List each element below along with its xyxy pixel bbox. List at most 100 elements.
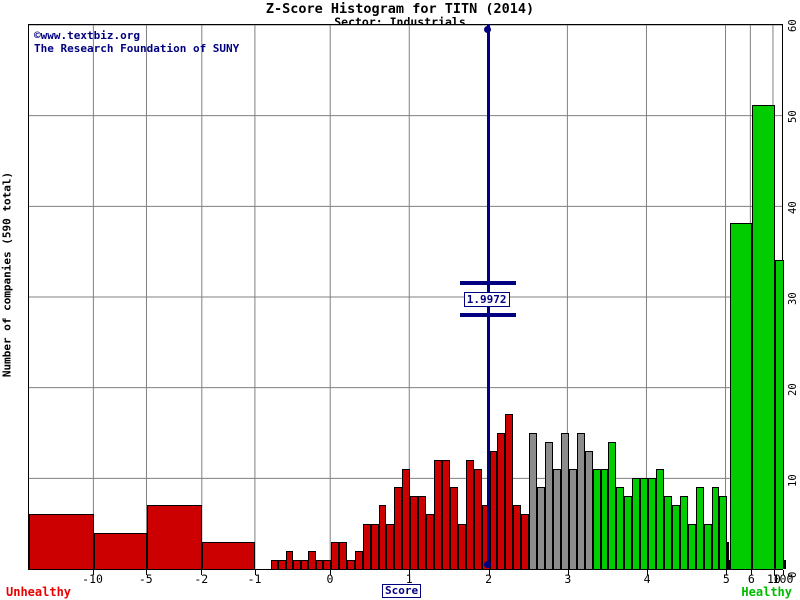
histogram-bar <box>457 523 466 569</box>
histogram-bar <box>663 496 672 569</box>
histogram-bar <box>632 478 641 569</box>
histogram-bar <box>513 505 522 569</box>
histogram-bar <box>394 487 403 569</box>
y-axis-title: Number of companies (590 total) <box>0 160 14 390</box>
histogram-bar <box>592 468 601 569</box>
x-tick-mark <box>145 570 147 575</box>
histogram-bar <box>300 559 309 569</box>
histogram-bar <box>752 104 775 569</box>
histogram-bar <box>728 559 731 569</box>
histogram-bar <box>146 505 203 569</box>
histogram-bar <box>285 550 294 569</box>
histogram-bar <box>671 505 680 569</box>
x-tick-mark <box>488 570 490 575</box>
x-tick-label: 10 <box>767 572 781 586</box>
histogram-bar <box>293 559 301 569</box>
histogram-bar <box>93 532 147 569</box>
x-tick-mark <box>409 570 411 575</box>
histogram-bar <box>354 550 363 569</box>
y-tick-label: 40 <box>787 201 799 214</box>
histogram-bar <box>560 432 569 569</box>
histogram-bar <box>362 523 371 569</box>
histogram-bar <box>441 459 450 569</box>
histogram-bar <box>545 441 553 569</box>
y-tick-label: 10 <box>787 474 799 487</box>
plot-area <box>28 24 786 570</box>
x-tick-label: 1 <box>405 572 413 586</box>
axis-label-healthy: Healthy <box>741 585 792 599</box>
credit-line-2: The Research Foundation of SUNY <box>34 42 240 55</box>
histogram-bar <box>568 468 577 569</box>
y-tick-label: 60 <box>787 19 799 32</box>
histogram-bar <box>711 487 720 569</box>
histogram-bar <box>521 514 530 569</box>
x-tick-label: -10 <box>82 572 103 586</box>
y-tick-label: 30 <box>787 292 799 305</box>
axis-label-unhealthy: Unhealthy <box>6 585 72 599</box>
histogram-bar <box>270 559 279 569</box>
histogram-bar <box>576 432 585 569</box>
histogram-bar <box>640 478 649 569</box>
gridlines <box>29 25 782 569</box>
histogram-bar <box>410 496 419 569</box>
x-tick-mark <box>783 570 784 575</box>
histogram-bar <box>418 496 427 569</box>
marker-value-label: 1.9972 <box>463 292 510 307</box>
histogram-bar <box>600 468 609 569</box>
x-tick-label: 6 <box>747 572 755 586</box>
histogram-bar <box>703 523 712 569</box>
x-tick-mark <box>726 570 728 575</box>
x-tick-label: 5 <box>722 572 730 586</box>
histogram-bar <box>473 468 482 569</box>
credit-line-1: ©www.textbiz.org <box>34 29 140 42</box>
x-tick-mark <box>330 570 331 575</box>
histogram-bar <box>449 487 458 569</box>
histogram-bar <box>774 259 784 569</box>
histogram-bar <box>624 496 633 569</box>
histogram-bar <box>338 541 347 569</box>
histogram-bar <box>687 523 696 569</box>
histogram-bar <box>308 550 316 569</box>
x-tick-mark <box>647 570 649 575</box>
histogram-bar <box>278 559 286 569</box>
histogram-bar <box>584 450 593 569</box>
histogram-bar <box>648 478 657 569</box>
histogram-bar <box>784 559 786 569</box>
x-tick-label: 4 <box>643 572 651 586</box>
histogram-bar <box>426 514 435 569</box>
x-tick-mark <box>751 570 753 575</box>
x-tick-mark <box>92 570 94 575</box>
histogram-bar <box>552 468 561 569</box>
histogram-bar <box>29 514 94 569</box>
histogram-bar <box>378 505 387 569</box>
histogram-bar <box>679 496 688 569</box>
x-tick-label: -2 <box>194 572 209 586</box>
x-tick-label: 0 <box>326 572 334 586</box>
x-tick-label: 100 <box>772 572 794 586</box>
chart-title: Z-Score Histogram for TITN (2014) <box>265 1 535 17</box>
histogram-bar <box>489 450 498 569</box>
histogram-bar <box>202 541 256 569</box>
y-axis-title-text: Number of companies (590 total) <box>0 171 14 378</box>
histogram-bar <box>465 459 474 569</box>
x-axis-title: Score <box>382 584 422 598</box>
histogram-bar <box>727 541 730 569</box>
x-tick-label: -1 <box>247 572 262 586</box>
marker-cap-top <box>459 281 516 285</box>
y-tick-label: 20 <box>787 383 799 396</box>
histogram-bar <box>434 459 442 569</box>
histogram-bar <box>505 414 514 569</box>
x-tick-mark <box>773 570 775 575</box>
histogram-bar <box>656 468 664 569</box>
histogram-bar <box>346 559 355 569</box>
histogram-bar <box>719 496 728 569</box>
histogram-bar <box>616 487 625 569</box>
histogram-bar <box>370 523 379 569</box>
histogram-bar <box>497 432 506 569</box>
marker-cap-bottom <box>459 313 516 317</box>
histogram-bar <box>695 487 704 569</box>
histogram-bar <box>537 487 546 569</box>
x-tick-label: 3 <box>564 572 572 586</box>
histogram-bar <box>730 223 753 569</box>
